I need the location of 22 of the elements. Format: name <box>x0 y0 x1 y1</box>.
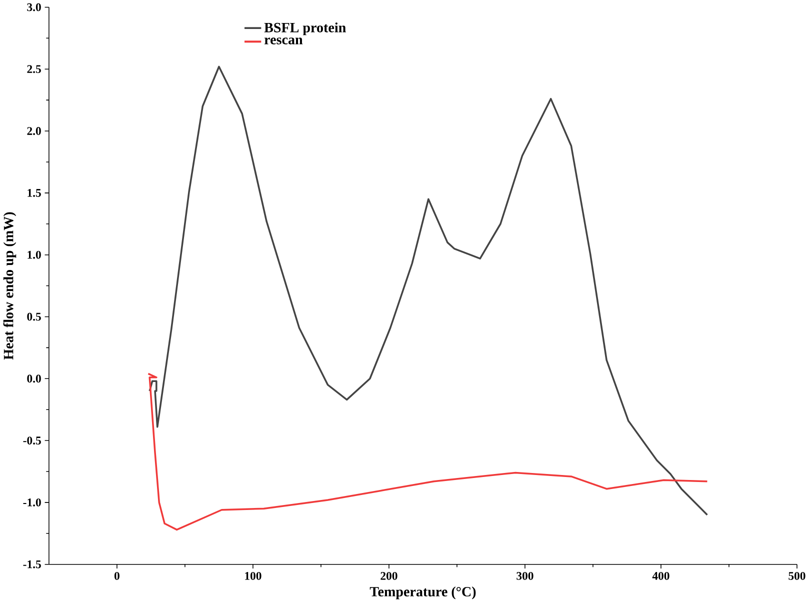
line-series <box>147 373 708 531</box>
x-axis-title: Temperature (°C) <box>370 586 476 600</box>
y-tick-label: -1.5 <box>23 560 41 569</box>
line-series <box>148 66 708 516</box>
x-tick-label: 400 <box>652 572 670 580</box>
y-tick-label: 0.0 <box>27 374 41 383</box>
y-tick-label: -1.0 <box>23 498 41 507</box>
x-tick-label: 0 <box>114 572 120 580</box>
y-tick-label: 2.5 <box>27 65 41 74</box>
y-tick-label: 2.0 <box>27 127 41 136</box>
x-tick-label: 200 <box>380 572 398 580</box>
y-tick-label: -0.5 <box>23 436 41 445</box>
legend-label: rescan <box>264 38 303 45</box>
y-tick-label: 3.0 <box>27 3 41 12</box>
x-tick-label: 500 <box>788 572 806 580</box>
x-tick-label: 100 <box>245 572 262 580</box>
y-tick-label: 1.0 <box>28 251 41 260</box>
y-tick-label: 0.5 <box>27 312 41 321</box>
x-tick-label: 300 <box>516 572 534 580</box>
legend-label: BSFL protein <box>264 22 346 36</box>
y-axis-title: Heat flow endo up (mW) <box>3 212 16 360</box>
y-tick-label: 1.5 <box>28 189 41 198</box>
